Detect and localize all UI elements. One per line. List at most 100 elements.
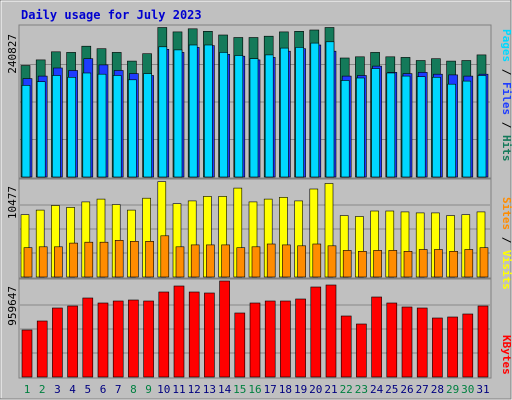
pages-bar (462, 80, 472, 178)
sites-bar (479, 247, 489, 278)
usage-legend: Pages / Files / Hits (500, 29, 512, 162)
kbytes-bar (82, 297, 94, 378)
kbytes-bar (97, 302, 109, 378)
day-label: 21 (324, 383, 337, 396)
day-label: 18 (279, 383, 292, 396)
kbytes-bar (52, 307, 63, 378)
day-label: 20 (309, 383, 322, 396)
sites-bar (69, 242, 78, 278)
kbytes-bar (112, 300, 124, 378)
pages-bar (52, 75, 61, 178)
sites-bar (145, 241, 154, 278)
day-label: 13 (203, 383, 216, 396)
legend-slash: / (500, 230, 512, 250)
pages-bar (36, 81, 46, 178)
pages-bar (82, 72, 92, 178)
day-label: 8 (130, 383, 137, 396)
sites-bar (38, 246, 48, 278)
sites-bar (190, 244, 200, 278)
legend-kbytes: KBytes (500, 335, 512, 375)
legend-pages: Pages (500, 29, 512, 62)
kbytes-bar (356, 323, 367, 378)
pages-bar (432, 77, 441, 178)
kbytes-bar (401, 306, 413, 378)
day-label: 3 (54, 383, 61, 396)
pages-bar (401, 75, 411, 178)
pages-bar (447, 83, 456, 178)
day-label: 30 (461, 383, 474, 396)
legend-sites: Sites (500, 197, 512, 230)
day-label: 31 (476, 383, 489, 396)
day-label: 11 (172, 383, 185, 396)
day-label: 12 (188, 383, 201, 396)
pages-bar (188, 44, 198, 178)
pages-bar (128, 79, 137, 178)
kbytes-max-label: 959647 (6, 286, 19, 326)
pages-bar (173, 49, 183, 178)
pages-bar (112, 75, 122, 178)
day-label: 22 (340, 383, 353, 396)
kbytes-bar (143, 300, 154, 378)
sites-bar (327, 245, 337, 278)
kbytes-bar (21, 329, 33, 378)
sites-bar (130, 241, 139, 278)
day-label: 16 (248, 383, 261, 396)
pages-bar (234, 55, 244, 178)
chart-title: Daily usage for July 2023 (21, 8, 202, 22)
kbytes-bar (340, 315, 352, 378)
day-label: 6 (100, 383, 107, 396)
kbytes-bar (447, 316, 458, 378)
pages-bar (219, 52, 228, 178)
sites-bar (342, 250, 352, 278)
kbytes-bar (204, 292, 215, 378)
kbytes-bar (310, 286, 322, 378)
legend-files: Files (500, 82, 512, 115)
kbytes-bar (477, 305, 489, 378)
day-label: 7 (115, 383, 122, 396)
sites-bar (251, 246, 261, 278)
sites-bar (23, 247, 33, 278)
day-label: 25 (385, 383, 398, 396)
sites-bar (449, 251, 458, 278)
pages-bar (204, 44, 213, 178)
usage-max-label: 240827 (6, 34, 19, 74)
day-label: 2 (39, 383, 46, 396)
visits-max-label: 10477 (6, 186, 19, 219)
kbytes-bar (264, 300, 276, 378)
pages-bar (386, 72, 396, 178)
bar-layer (20, 27, 489, 378)
day-label: 14 (218, 383, 232, 396)
pages-bar (67, 77, 76, 178)
kbytes-bar (386, 302, 398, 378)
visits-legend: Sites / Visits (500, 197, 512, 290)
sites-bar (236, 247, 246, 278)
day-label: 9 (145, 383, 152, 396)
pages-bar (249, 58, 259, 178)
day-label: 5 (84, 383, 91, 396)
sites-bar (266, 243, 276, 278)
sites-bar (373, 250, 382, 278)
day-label: 29 (446, 383, 459, 396)
pages-bar (416, 76, 426, 178)
sites-bar (175, 246, 185, 278)
sites-bar (358, 251, 367, 278)
kbytes-bar (249, 302, 261, 378)
pages-bar (340, 80, 350, 178)
pages-bar (325, 41, 335, 178)
day-label: 28 (431, 383, 444, 396)
pages-bar (310, 42, 320, 178)
pages-bar (158, 46, 168, 178)
day-label: 1 (24, 383, 31, 396)
legend-hits: Hits (500, 135, 512, 162)
pages-bar (264, 54, 274, 178)
legend-slash: / (500, 115, 512, 135)
kbytes-bar (234, 312, 246, 378)
sites-bar (114, 240, 124, 278)
kbytes-bar (325, 284, 337, 378)
pages-bar (295, 47, 304, 178)
sites-bar (84, 241, 94, 278)
day-label: 17 (264, 383, 277, 396)
kbytes-bar (295, 298, 306, 378)
kbytes-bar (173, 285, 185, 378)
kbytes-bar (67, 305, 78, 378)
